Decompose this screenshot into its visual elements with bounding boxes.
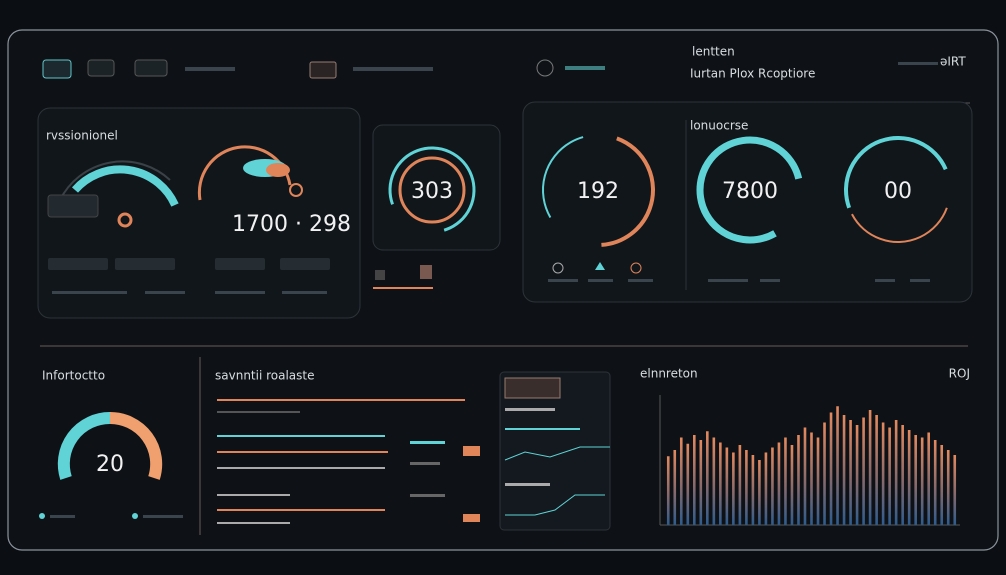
panel-title: lonuocrse	[690, 119, 748, 133]
gauge-value: 192	[577, 179, 619, 204]
bar	[751, 455, 755, 525]
bar	[881, 422, 885, 525]
gauge-decor	[39, 411, 183, 519]
bar	[712, 437, 716, 525]
bar	[673, 450, 677, 525]
bar	[907, 430, 911, 525]
bars	[666, 406, 957, 525]
bar	[725, 447, 729, 525]
bar	[946, 450, 950, 525]
bar	[745, 450, 748, 525]
bar	[862, 417, 865, 525]
bar	[920, 437, 924, 525]
bar	[829, 412, 833, 525]
bar	[888, 427, 891, 525]
bar	[842, 415, 846, 525]
bar	[777, 442, 781, 525]
gauge-value: 20	[96, 452, 124, 477]
bar	[953, 455, 957, 525]
section-title: savnntii roalaste	[215, 369, 315, 383]
bar	[686, 443, 690, 525]
bar	[823, 422, 826, 525]
bar	[719, 442, 722, 525]
bar	[784, 437, 787, 525]
list-lines	[217, 399, 480, 524]
bar	[679, 437, 683, 525]
bar	[868, 410, 872, 525]
gauge-decor	[47, 145, 330, 294]
section-title: Infortoctto	[42, 369, 105, 383]
bar	[803, 427, 807, 525]
bar	[699, 440, 703, 525]
gauge-value: 303	[411, 179, 453, 204]
header-subtitle: Iurtan Plox Rcoptiore	[690, 67, 815, 81]
bar	[732, 452, 735, 525]
panel-title: rvssionionel	[46, 129, 118, 143]
bar	[771, 447, 774, 525]
header-badge: əIRT	[940, 55, 966, 69]
chart-badge: ROJ	[949, 367, 970, 381]
gauge-decor	[373, 146, 476, 289]
bar	[927, 432, 931, 525]
chart-title: elnnreton	[640, 367, 698, 381]
bar	[790, 445, 794, 525]
readout: 1700 · 298	[232, 212, 351, 237]
bar	[914, 435, 917, 525]
bar	[797, 435, 800, 525]
bar	[764, 452, 768, 525]
panel-decor	[504, 377, 610, 516]
bar	[706, 431, 709, 525]
bar	[810, 432, 813, 525]
bar	[894, 420, 898, 525]
bar	[849, 420, 852, 525]
bar	[758, 460, 761, 525]
bar	[692, 435, 696, 525]
bar	[855, 425, 859, 525]
bar	[875, 415, 878, 525]
bar	[738, 445, 742, 525]
bar	[816, 437, 820, 525]
bar	[666, 456, 670, 525]
gauge-value: 00	[884, 179, 912, 204]
panel	[499, 371, 611, 531]
header-title: lentten	[692, 45, 735, 59]
bar	[901, 425, 904, 525]
bar	[940, 445, 944, 525]
header-icons	[42, 59, 938, 79]
gauge-value: 7800	[722, 179, 778, 204]
bar	[836, 406, 839, 525]
bar	[933, 440, 937, 525]
